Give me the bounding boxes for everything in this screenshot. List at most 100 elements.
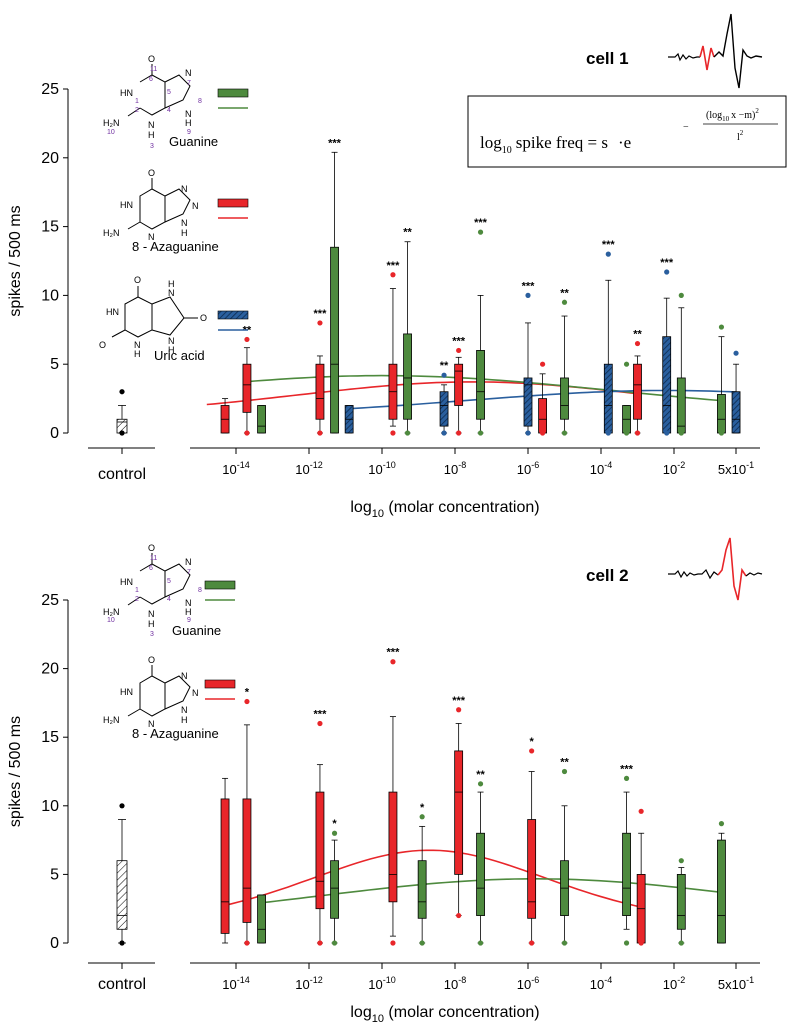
legend-swatch-box (217, 88, 249, 98)
box-iqr (662, 336, 672, 434)
cell2-header: cell 2 (586, 537, 763, 601)
box-outlier (317, 940, 323, 946)
x-tick-label: 10-12 (295, 460, 322, 477)
box-outlier (529, 940, 535, 946)
box-outlier (678, 858, 684, 864)
x-tick-base: 10 (295, 462, 309, 477)
box-outlier (456, 347, 462, 354)
y-tick-label: 0 (50, 425, 59, 442)
data-box (257, 894, 266, 944)
box-iqr (315, 363, 325, 420)
svg-text:N: N (181, 184, 188, 194)
x-tick-label: 10-8 (444, 460, 466, 477)
svg-text:6: 6 (149, 76, 153, 83)
box-outlier (718, 324, 725, 330)
uric-acid-label: Uric acid (154, 348, 205, 363)
cell2-spike-waveform-icon (668, 537, 763, 601)
box-outlier (456, 912, 462, 919)
svg-text:4: 4 (167, 596, 171, 603)
x-tick-label: 10-6 (517, 460, 539, 477)
svg-text:9: 9 (187, 617, 191, 624)
box-iqr (527, 819, 537, 919)
data-box (315, 320, 325, 436)
box-outlier (529, 748, 535, 754)
svg-text:N: N (181, 218, 188, 228)
control-box (116, 803, 128, 946)
box-iqr (731, 391, 741, 434)
box-outlier (605, 251, 611, 257)
box-outlier (317, 430, 323, 436)
data-box (439, 372, 449, 436)
y-tick-label: 5 (50, 356, 59, 373)
x-tick-label: 10-2 (663, 460, 685, 477)
y-axis-label: spikes / 500 ms (7, 716, 24, 827)
legend-swatch-box (204, 679, 236, 689)
box-outlier (331, 830, 338, 836)
x-tick-exponent: -8 (458, 975, 466, 985)
svg-text:H₂N: H₂N (103, 715, 120, 725)
legend-entry (204, 580, 236, 601)
svg-text:N: N (148, 232, 155, 242)
data-box (454, 347, 464, 436)
svg-text:N: N (185, 557, 192, 567)
x-tick-label: 10-14 (222, 975, 249, 992)
data-box (476, 781, 485, 946)
svg-text:O: O (148, 655, 155, 665)
box-iqr (454, 750, 464, 875)
control-label: control (98, 466, 146, 483)
box-outlier (119, 430, 125, 436)
box-outlier (477, 430, 484, 436)
x-axis-label: log10 (molar concentration) (350, 1004, 539, 1023)
data-box (257, 405, 266, 434)
significance-label: ** (476, 769, 485, 781)
x-tick-label: 5x10-1 (718, 975, 754, 992)
box-iqr (603, 363, 613, 434)
data-box (242, 698, 252, 946)
svg-text:2: 2 (135, 107, 139, 114)
x-tick-base: 10 (517, 462, 531, 477)
data-box (676, 292, 686, 436)
svg-text:1: 1 (135, 587, 139, 594)
box-outlier (477, 229, 484, 235)
box-outlier (605, 430, 611, 436)
guanine-label: Guanine (169, 134, 218, 149)
azaguanine-label-2: 8 - Azaguanine (132, 726, 219, 741)
box-outlier (477, 940, 484, 946)
box-outlier (623, 361, 630, 367)
x-tick-base: 5x10 (718, 462, 746, 477)
box-outlier (664, 430, 670, 436)
significance-label: * (530, 736, 535, 748)
cell1-azaguanine-structure: O HN H₂N N N N N H 8 - Azaguanine (103, 168, 219, 254)
box-outlier (733, 350, 739, 356)
svg-text:H₂N: H₂N (103, 607, 120, 617)
svg-text:11: 11 (150, 66, 157, 73)
box-iqr (676, 377, 686, 434)
svg-text:10: 10 (107, 129, 115, 136)
data-box (731, 350, 741, 434)
x-tick-label: 10-4 (590, 975, 612, 992)
svg-text:O: O (148, 168, 155, 178)
box-outlier (244, 940, 250, 946)
x-tick-exponent: -1 (746, 460, 754, 470)
box-outlier (561, 299, 568, 305)
significance-label: *** (452, 695, 466, 707)
legend-entry (217, 310, 249, 331)
svg-text:N: N (148, 719, 155, 729)
box-iqr (717, 394, 726, 434)
box-iqr (476, 832, 485, 916)
box-iqr (220, 798, 230, 934)
y-tick-label: 5 (50, 866, 59, 883)
significance-label: *** (660, 257, 674, 269)
svg-text:H: H (168, 345, 175, 355)
x-tick-base: 10 (444, 462, 458, 477)
legend-entry (217, 198, 249, 219)
svg-text:N: N (168, 288, 175, 298)
svg-text:2: 2 (135, 596, 139, 603)
svg-text:5: 5 (167, 578, 171, 585)
y-axis-label: spikes / 500 ms (7, 205, 24, 316)
significance-label: ** (440, 360, 449, 372)
significance-label: *** (387, 260, 401, 272)
